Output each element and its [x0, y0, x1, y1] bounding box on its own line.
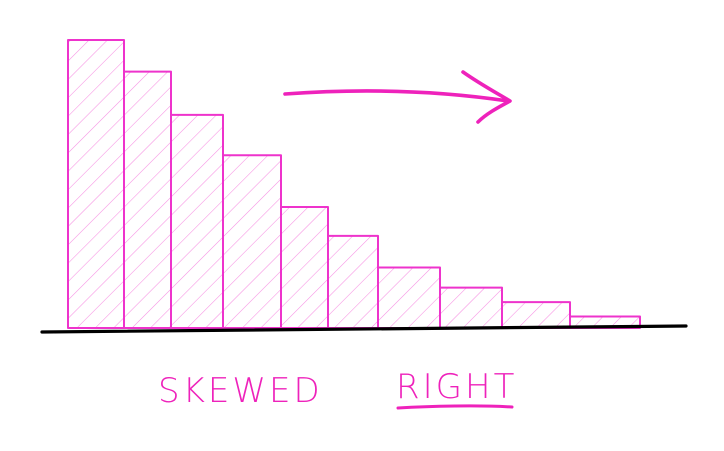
histogram-bars [67, 39, 641, 330]
bar-7 [377, 266, 441, 329]
bar-8 [439, 286, 503, 329]
bar-4 [222, 154, 282, 329]
arrow-right-icon [283, 70, 512, 124]
bar-2 [123, 70, 172, 330]
x-axis-line [40, 324, 688, 334]
label-right: RIGHT [396, 367, 517, 407]
label-skewed: SKEWED [158, 371, 323, 411]
label-right-underline [396, 404, 514, 410]
bar-9 [501, 301, 571, 329]
bar-5 [280, 206, 329, 329]
bar-1 [67, 39, 125, 329]
bar-3 [170, 113, 224, 329]
bar-6 [327, 234, 379, 329]
